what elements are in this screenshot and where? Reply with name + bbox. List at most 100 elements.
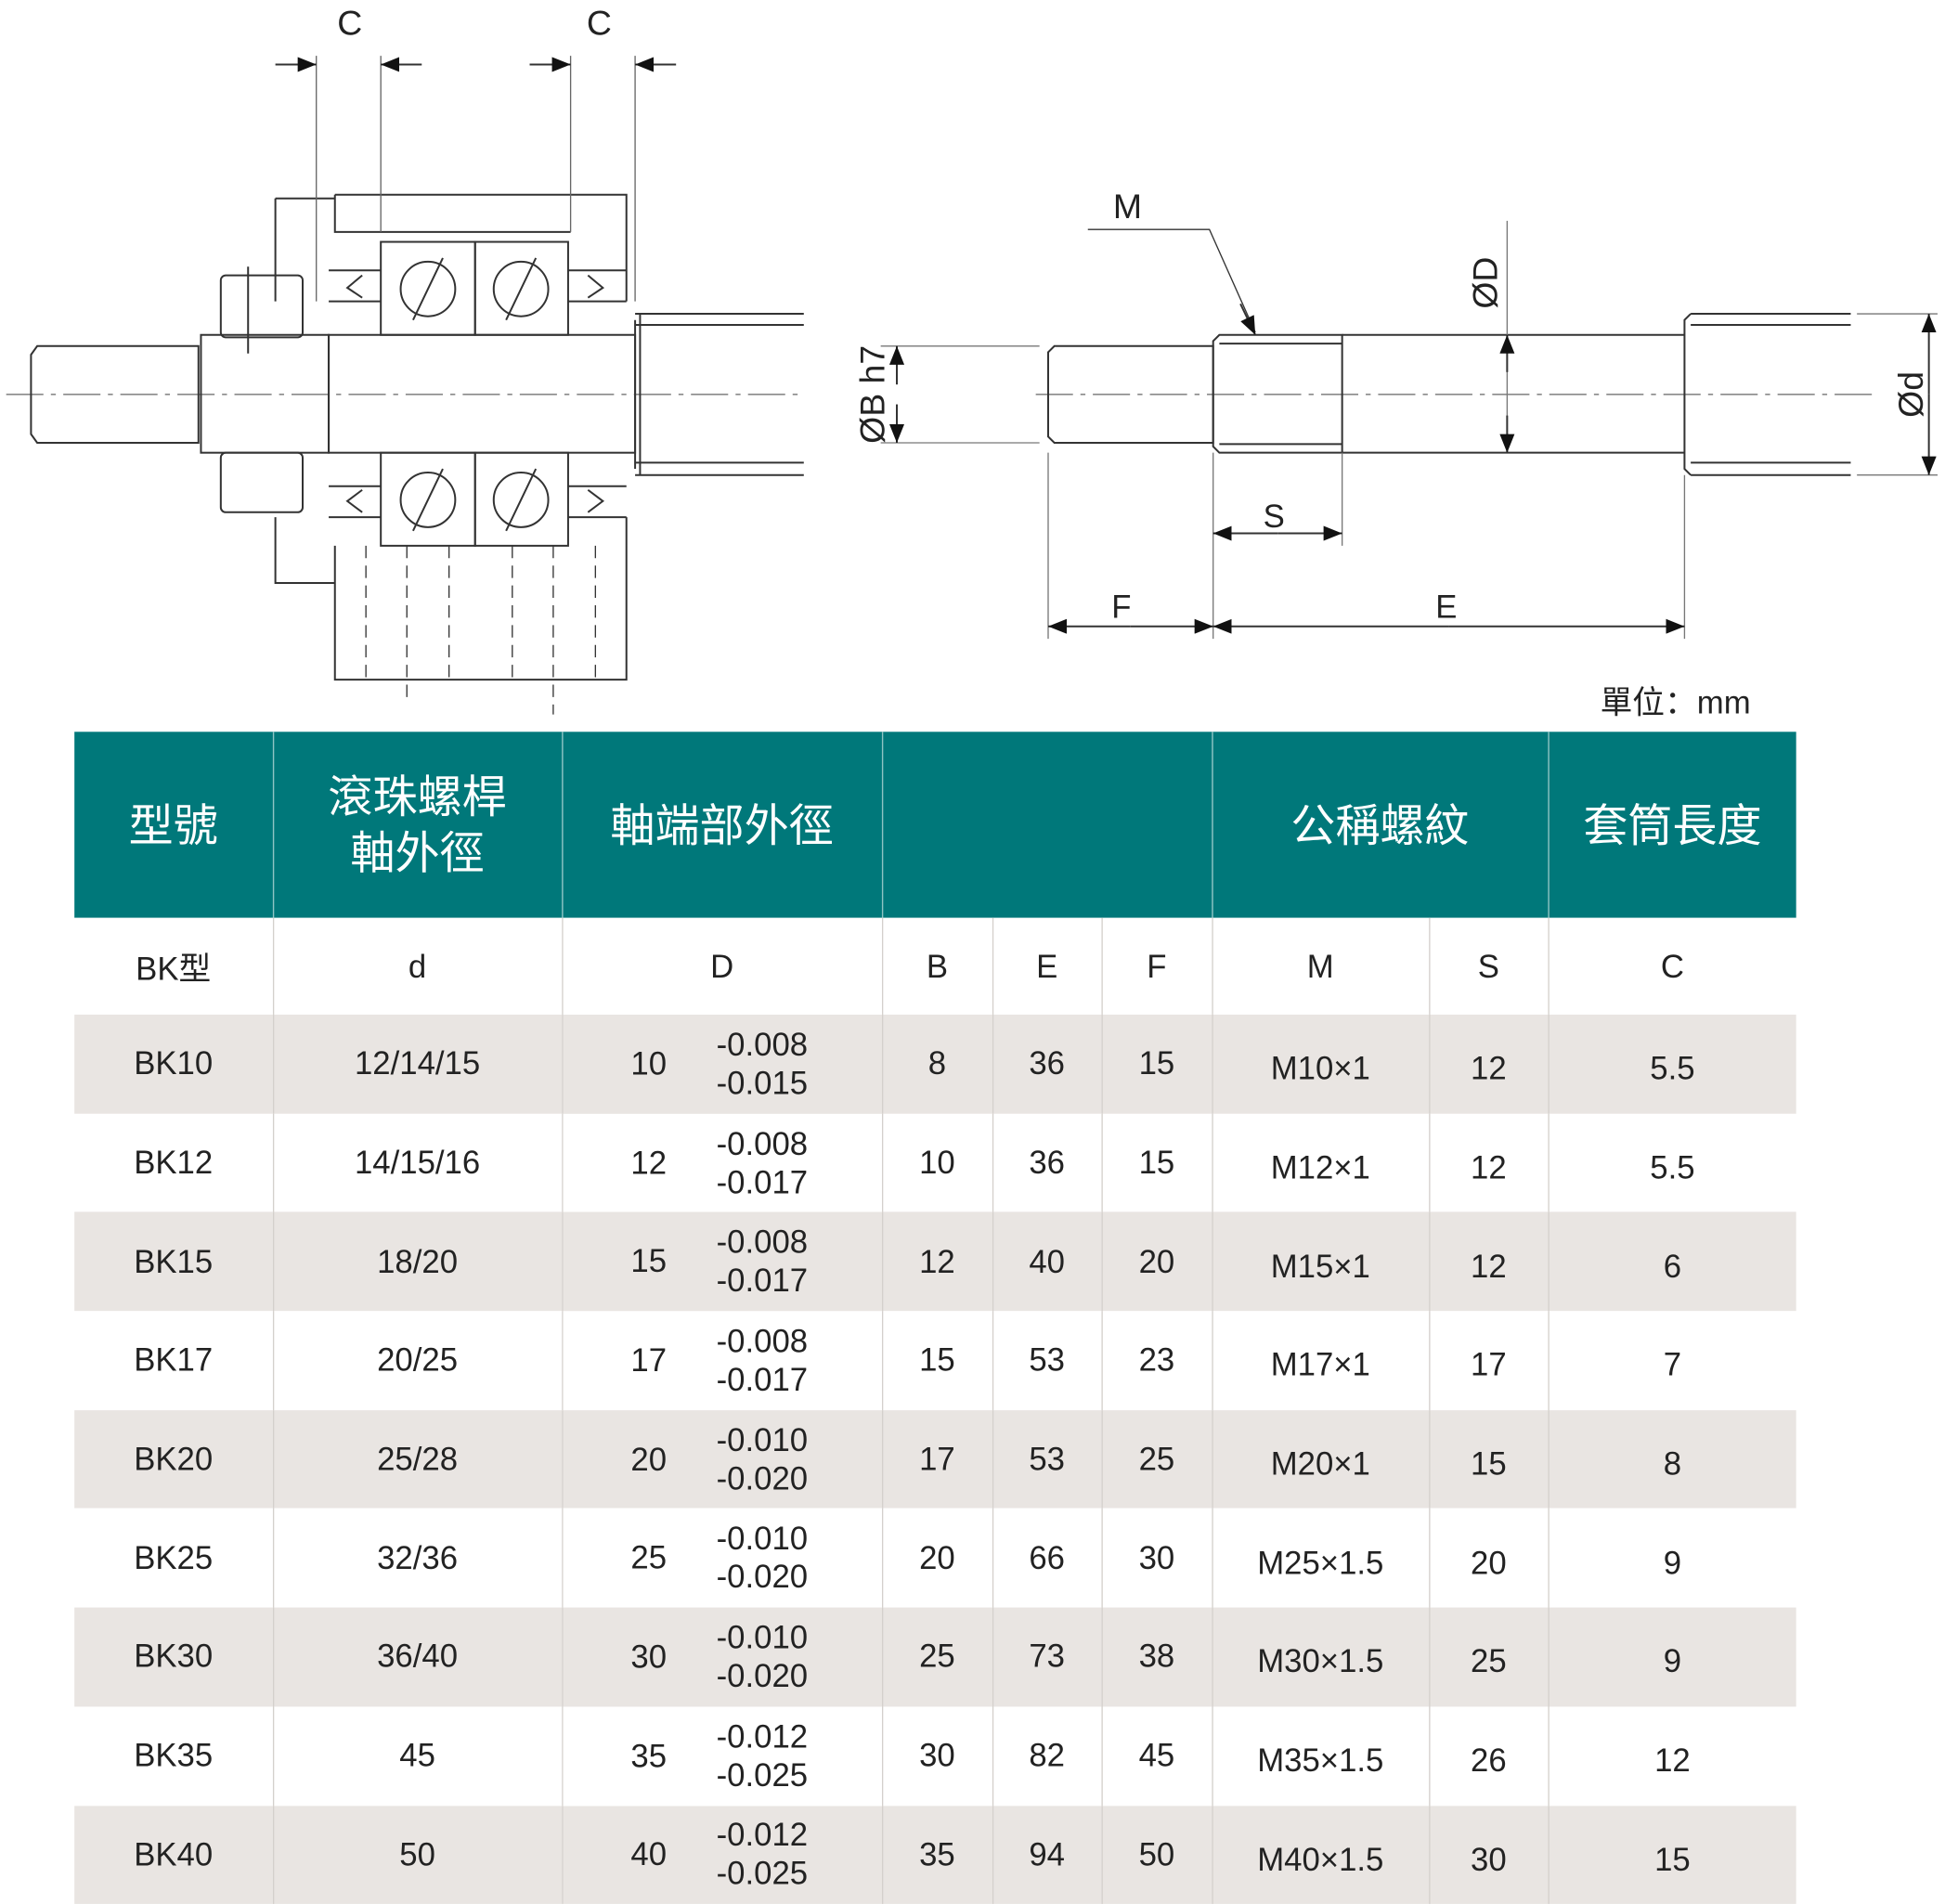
cell-C-value: 5.5 [1650,1049,1695,1087]
tolerance-lower: -0.025 [716,1854,809,1893]
cell-C-value: 8 [1663,1444,1682,1483]
subheader-cell: B [881,917,992,1015]
tolerance-upper: -0.008 [716,1223,809,1261]
cell-M-value: M40×1.5 [1257,1840,1384,1878]
cell-D: 25 -0.010 -0.020 [561,1509,882,1608]
cell-S: 15 [1428,1409,1549,1509]
bearing-assembly-drawing: C C [6,3,804,715]
cell-B: 35 [881,1805,992,1904]
cell-E: 94 [992,1805,1102,1904]
cell-E: 40 [992,1211,1102,1312]
cell-D-tolerance: -0.010 -0.020 [717,1619,809,1696]
cell-D: 17 -0.008 -0.017 [561,1311,882,1410]
cell-F: 15 [1100,1113,1212,1212]
tolerance-upper: -0.010 [716,1618,809,1656]
cell-d: 32/36 [272,1509,563,1608]
tolerance-upper: -0.008 [716,1322,809,1360]
table-row: BK20 25/28 20 -0.010 -0.020 17 53 25 M20×1 15 8 [74,1409,1796,1509]
cell-D-tolerance: -0.008 -0.017 [717,1124,809,1201]
dim-label-m: M [1113,187,1142,226]
cell-C-value: 9 [1663,1642,1682,1680]
table-row: BK10 12/14/15 10 -0.008 -0.015 8 36 15 M10×1 12 5.… [74,1014,1796,1114]
cell-S-value: 17 [1471,1346,1507,1384]
cell-S-value: 20 [1471,1544,1507,1582]
cell-D: 35 -0.012 -0.025 [561,1706,882,1806]
table-row: BK12 14/15/16 12 -0.008 -0.017 10 36 15 M12×1 12 5… [74,1113,1796,1212]
cell-B: 25 [881,1607,992,1707]
subheader-cell: M [1211,917,1430,1015]
tolerance-upper: -0.010 [716,1520,809,1558]
cell-M-value: M12×1 [1270,1148,1370,1186]
cell-C-value: 6 [1663,1247,1682,1285]
header-model: 型號 [74,732,273,918]
table-subheader-row: BK型 d D B E F M S C [74,917,1796,1015]
cell-E: 36 [992,1014,1102,1114]
cell-M-value: M35×1.5 [1257,1742,1384,1780]
tolerance-lower: -0.020 [716,1558,809,1596]
table-row: BK25 32/36 25 -0.010 -0.020 20 66 30 M25×1.5 20 9 [74,1509,1796,1608]
cell-d: 12/14/15 [272,1014,563,1114]
subheader-cell: D [561,917,882,1015]
table-row: BK15 18/20 15 -0.008 -0.017 12 40 20 M15×1 12 6 [74,1211,1796,1312]
cell-S: 12 [1428,1113,1549,1212]
cell-D-value: 25 [630,1538,668,1576]
subheader-cell: F [1100,917,1212,1015]
cell-D: 30 -0.010 -0.020 [561,1607,882,1707]
cell-model: BK12 [74,1113,273,1212]
header-nominal-thread: 公稱螺紋 [1211,732,1549,918]
cell-F: 23 [1100,1311,1212,1410]
cell-S: 12 [1428,1014,1549,1114]
cell-F: 25 [1100,1409,1212,1509]
cell-E: 53 [992,1311,1102,1410]
cell-model: BK40 [74,1805,273,1904]
cell-B: 17 [881,1409,992,1509]
cell-M-value: M17×1 [1270,1346,1370,1384]
technical-drawing: C C M ØD ØB h7 Ød S F E [6,3,1938,715]
cell-S: 12 [1428,1211,1549,1312]
cell-M: M40×1.5 [1211,1805,1430,1904]
cell-B: 8 [881,1014,992,1114]
dim-label-s: S [1264,499,1285,535]
cell-D: 20 -0.010 -0.020 [561,1409,882,1509]
cell-D: 40 -0.012 -0.025 [561,1805,882,1904]
cell-d: 45 [272,1706,563,1806]
table-row: BK40 50 40 -0.012 -0.025 35 94 50 M40×1.5 30 15 [74,1805,1796,1904]
tolerance-lower: -0.020 [716,1656,809,1695]
cell-M-value: M15×1 [1270,1247,1370,1285]
cell-S: 30 [1428,1805,1549,1904]
cell-S: 17 [1428,1311,1549,1410]
cell-D-value: 20 [630,1440,668,1478]
cell-model: BK17 [74,1311,273,1410]
cell-E: 73 [992,1607,1102,1707]
cell-model: BK25 [74,1509,273,1608]
tolerance-lower: -0.015 [716,1064,809,1102]
table-row: BK17 20/25 17 -0.008 -0.017 15 53 23 M17×1 17 7 [74,1311,1796,1410]
cell-M-value: M20×1 [1270,1444,1370,1483]
cell-model: BK15 [74,1211,273,1312]
cell-D: 12 -0.008 -0.017 [561,1113,882,1212]
cell-S-value: 15 [1471,1444,1507,1483]
shaft-end-drawing: M ØD ØB h7 Ød S F E [853,187,1938,640]
cell-D-value: 30 [630,1638,668,1676]
tolerance-upper: -0.012 [716,1717,809,1755]
cell-B: 30 [881,1706,992,1806]
cell-d: 14/15/16 [272,1113,563,1212]
cell-model: BK30 [74,1607,273,1707]
cell-S: 26 [1428,1706,1549,1806]
header-sleeve-length: 套筒長度 [1547,732,1796,918]
dim-label-B: ØB h7 [853,345,892,444]
tolerance-lower: -0.017 [716,1360,809,1398]
cell-D: 15 -0.008 -0.017 [561,1211,882,1312]
cell-D-value: 10 [630,1044,668,1082]
cell-M: M20×1 [1211,1409,1430,1509]
dim-label-c-left: C [337,3,362,42]
subheader-cell: d [272,917,563,1015]
subheader-cell: E [992,917,1102,1015]
cell-C: 8 [1547,1409,1796,1509]
cell-D-tolerance: -0.010 -0.020 [717,1421,809,1498]
cell-F: 38 [1100,1607,1212,1707]
cell-D-value: 17 [630,1341,668,1379]
cell-S-value: 12 [1471,1148,1507,1186]
cell-M: M25×1.5 [1211,1509,1430,1608]
cell-D-tolerance: -0.008 -0.017 [717,1224,809,1301]
